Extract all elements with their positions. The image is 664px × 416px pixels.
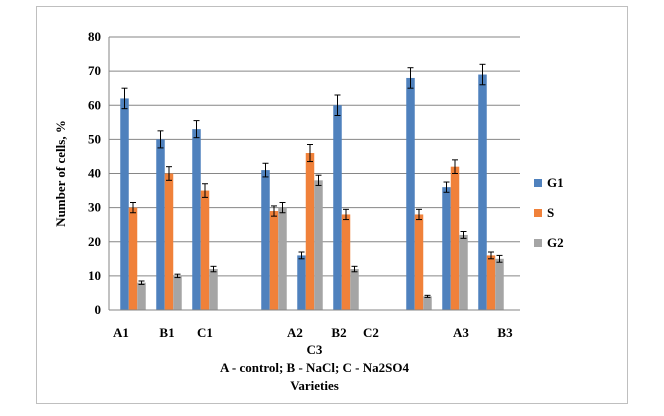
y-tick-label: 60 <box>88 97 101 112</box>
bar-S-B1 <box>164 173 174 310</box>
y-tick-label: 80 <box>88 29 101 44</box>
legend-label-G2: G2 <box>547 235 564 250</box>
chart-frame: 0 10 20 30 40 50 60 70 80 A1 B1 C1 A2 B2 C2 A3 B3 C3 A - … <box>36 6 628 404</box>
bar-G2-A2 <box>278 207 287 310</box>
bar-G2-B1 <box>173 275 182 310</box>
bar-G1-B1 <box>156 139 165 310</box>
bar-S-A2 <box>269 211 279 310</box>
bar-G1-A3 <box>406 77 415 310</box>
legend-label-G1: G1 <box>547 175 564 190</box>
y-tick-label: 0 <box>95 302 102 317</box>
y-axis-title: Number of cells, % <box>53 120 68 227</box>
bar-G1-B3 <box>442 187 451 310</box>
y-tick-label: 30 <box>88 200 101 215</box>
legend-swatch-G1 <box>534 179 542 187</box>
x-tick-label-A2: A2 <box>287 325 303 340</box>
y-tick-label: 70 <box>88 63 101 78</box>
bar-S-C1 <box>200 190 210 310</box>
bar-G1-C2 <box>333 105 342 310</box>
bar-G2-A3 <box>423 296 432 310</box>
y-tick-label: 40 <box>88 166 101 181</box>
bar-G2-C1 <box>209 269 218 310</box>
x-tick-label-B2: B2 <box>331 325 346 340</box>
bar-G1-A1 <box>120 98 129 310</box>
x-tick-label-A3: A3 <box>453 325 469 340</box>
bar-G2-B2 <box>314 180 323 310</box>
bar-S-C2 <box>341 214 351 310</box>
x-axis-title-legend-note: A - control; B - NaCl; C - Na2SO4 <box>220 360 409 375</box>
bar-G2-B3 <box>459 234 468 310</box>
bar-G2-A1 <box>137 282 146 310</box>
bar-S-C3 <box>486 255 496 310</box>
bar-G2-C3 <box>495 258 504 310</box>
bar-G2-C2 <box>350 269 359 310</box>
x-tick-label-C2: C2 <box>363 325 379 340</box>
bar-S-A3 <box>414 214 424 310</box>
bar-G1-B2 <box>297 255 306 310</box>
bar-S-B2 <box>305 153 315 310</box>
bar-G1-C1 <box>192 129 201 310</box>
legend-swatch-S <box>534 209 542 217</box>
bar-G1-C3 <box>478 74 487 310</box>
bar-S-B3 <box>450 166 460 310</box>
x-tick-label-C3: C3 <box>307 342 323 357</box>
bar-G1-A2 <box>261 170 270 310</box>
x-tick-label-B3: B3 <box>497 325 513 340</box>
x-tick-label-A1: A1 <box>113 325 129 340</box>
y-tick-label: 20 <box>88 234 101 249</box>
x-axis-title: Varieties <box>290 378 339 393</box>
x-tick-label-B1: B1 <box>159 325 174 340</box>
bar-chart: 0 10 20 30 40 50 60 70 80 A1 B1 C1 A2 B2 C2 A3 B3 C3 A - … <box>53 29 564 393</box>
legend-swatch-G2 <box>534 239 542 247</box>
y-tick-label: 50 <box>88 131 101 146</box>
bar-S-A1 <box>128 207 138 310</box>
y-tick-label: 10 <box>88 268 101 283</box>
legend-label-S: S <box>547 205 554 220</box>
x-tick-label-C1: C1 <box>197 325 213 340</box>
